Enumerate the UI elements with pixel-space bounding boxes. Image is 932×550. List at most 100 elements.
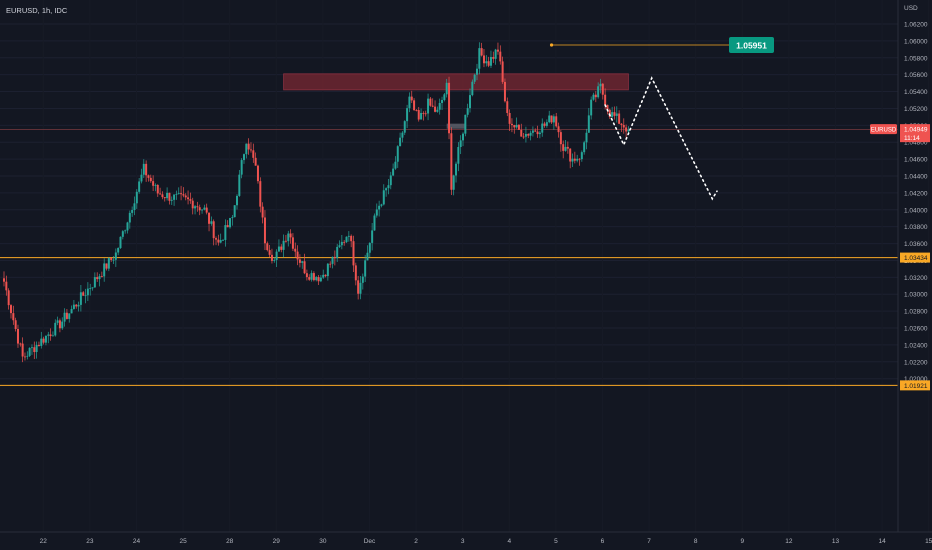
candle-body — [506, 101, 509, 113]
candle-body — [196, 206, 199, 208]
candle-body — [170, 199, 173, 201]
price-axis[interactable]: 1.06200 1.06000 1.05800 1.05600 1.05400 1.052… — [897, 0, 928, 532]
price-tick-label: 1.04000 — [904, 207, 928, 214]
candle-body — [28, 347, 31, 356]
candle-body — [373, 215, 376, 231]
candle-body — [291, 237, 294, 249]
candle-body — [492, 56, 495, 59]
candle-body — [361, 276, 364, 283]
candle-body — [131, 209, 134, 213]
candle-body — [296, 251, 299, 260]
candle-body — [576, 158, 579, 161]
candle-body — [545, 122, 548, 126]
price-tick-label: 1.02400 — [904, 342, 928, 349]
price-tick-label: 1.04200 — [904, 190, 928, 197]
candle-body — [93, 277, 96, 288]
candle-body — [35, 344, 38, 353]
time-axis[interactable]: 22232425282930Dec234567891213141516 — [0, 531, 932, 545]
candle-body — [413, 100, 416, 111]
candle-body — [401, 132, 404, 138]
candle-body — [557, 126, 560, 133]
candle-body — [364, 260, 367, 277]
candle-body — [594, 94, 597, 98]
time-tick-label: Dec — [364, 538, 376, 545]
candle-body — [368, 242, 371, 253]
candle-body — [282, 240, 285, 250]
candle-body — [552, 116, 555, 123]
candle-body — [394, 161, 397, 169]
candle-body — [156, 184, 159, 194]
time-tick-label: 24 — [133, 538, 141, 545]
candle-body — [103, 263, 106, 277]
candle-body — [310, 273, 313, 280]
candle-body — [378, 205, 381, 210]
candle-body — [406, 108, 409, 122]
candle-body — [47, 334, 50, 336]
candle-body — [72, 304, 75, 309]
candle-body — [597, 86, 600, 98]
candle-body — [527, 133, 530, 136]
candle-body — [326, 263, 329, 277]
candles — [3, 42, 630, 363]
price-tick-label: 1.03800 — [904, 224, 928, 231]
candle-body — [473, 74, 476, 82]
candle-body — [580, 152, 583, 160]
candle-body — [338, 245, 341, 247]
candle-body — [408, 96, 411, 109]
candle-body — [173, 194, 176, 200]
level-price-tag — [900, 380, 930, 391]
time-tick-label: 6 — [601, 538, 605, 545]
price-tick-label: 1.03200 — [904, 275, 928, 282]
candle-body — [555, 116, 558, 127]
candle-body — [222, 239, 225, 241]
candle-body — [203, 207, 206, 210]
candle-body — [392, 168, 395, 176]
candle-body — [9, 305, 12, 314]
candle-body — [480, 48, 483, 56]
candle-body — [606, 104, 609, 110]
small-box — [446, 123, 466, 129]
candle-body — [261, 206, 264, 218]
candle-body — [247, 143, 250, 150]
candle-body — [487, 61, 490, 66]
candle-body — [347, 235, 350, 237]
candle-body — [128, 212, 131, 223]
candle-body — [147, 175, 150, 178]
time-tick-label: 9 — [740, 538, 744, 545]
candle-body — [331, 256, 334, 264]
candle-body — [455, 163, 458, 176]
candle-body — [627, 129, 630, 132]
candle-body — [571, 158, 574, 162]
candle-body — [569, 148, 572, 162]
candle-body — [583, 142, 586, 153]
candle-body — [161, 194, 164, 198]
candle-body — [86, 288, 89, 296]
candle-body — [513, 125, 516, 128]
candle-body — [42, 338, 45, 343]
candle-body — [503, 81, 506, 102]
candle-body — [496, 49, 499, 52]
candle-body — [625, 127, 628, 132]
candle-body — [14, 320, 17, 330]
candle-body — [117, 247, 120, 253]
candle-body — [168, 192, 171, 201]
price-tick-label: 1.06200 — [904, 22, 928, 29]
candle-body — [322, 274, 325, 278]
candle-body — [585, 132, 588, 143]
candle-body — [21, 343, 24, 357]
candle-body — [100, 276, 103, 277]
candle-body — [133, 203, 136, 210]
candle-body — [194, 206, 197, 209]
candle-body — [548, 115, 551, 123]
candle-body — [226, 225, 229, 228]
candle-body — [70, 308, 73, 314]
candle-body — [298, 259, 301, 263]
candle-body — [40, 338, 43, 346]
price-tick-label: 1.04400 — [904, 174, 928, 181]
level-price-text: 1.03434 — [904, 255, 928, 262]
time-tick-label: 4 — [507, 538, 511, 545]
candle-body — [471, 81, 474, 96]
